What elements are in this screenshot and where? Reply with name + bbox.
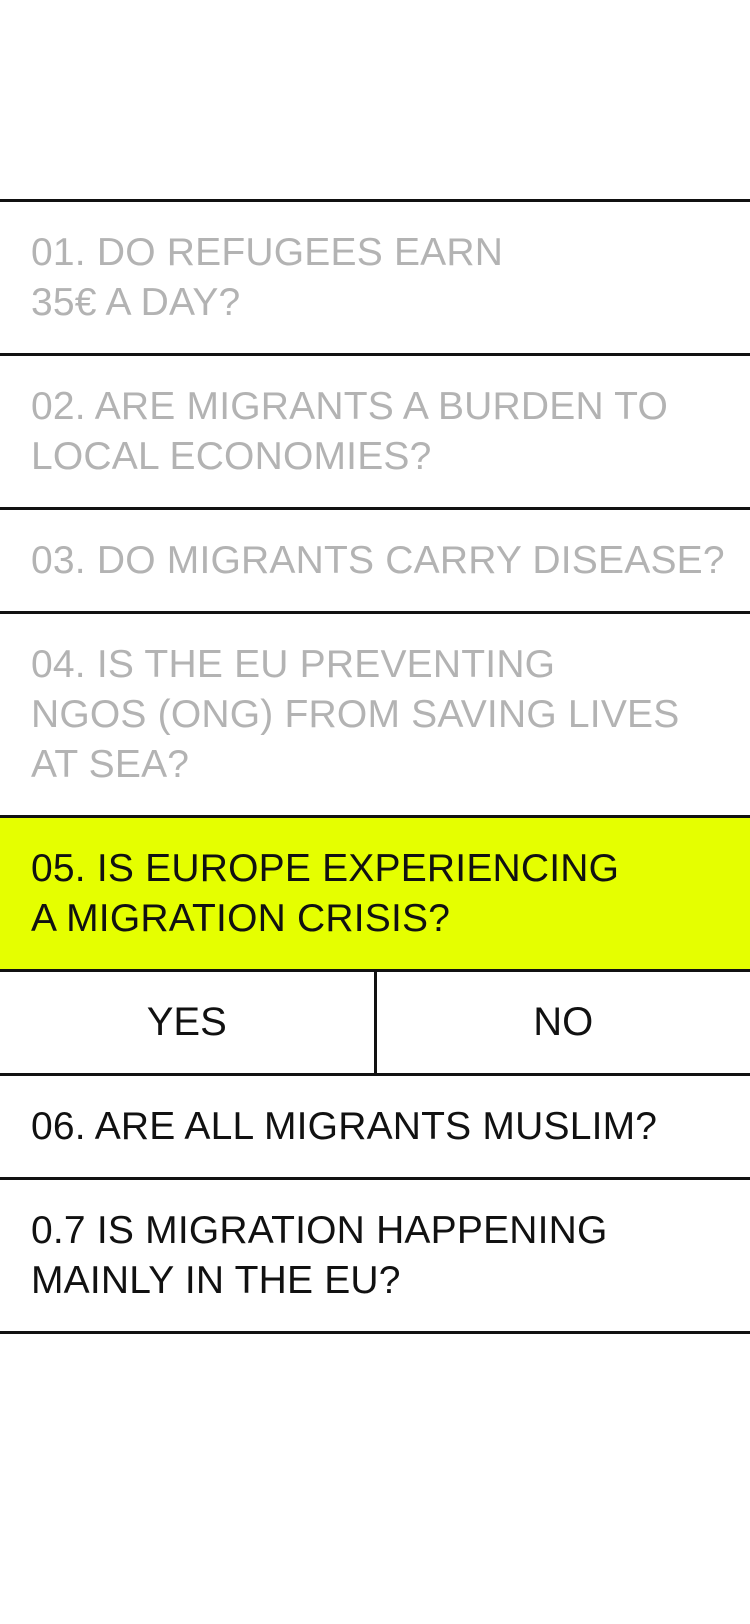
question-05-line-1: 05. IS EUROPE EXPERIENCING: [31, 847, 620, 890]
question-04-line-1: 04. IS THE EU PREVENTING: [31, 643, 556, 686]
question-list: 01. DO REFUGEES EARN 35€ A DAY? 02. ARE …: [0, 199, 750, 1334]
question-05-line-2: A MIGRATION CRISIS?: [31, 897, 451, 940]
question-04-line-2: NGOS (ONG) FROM SAVING LIVES: [31, 693, 680, 736]
question-04-line-3: AT SEA?: [31, 743, 190, 786]
question-item-04[interactable]: 04. IS THE EU PREVENTING NGOS (ONG) FROM…: [0, 614, 750, 818]
question-item-07[interactable]: 0.7 IS MIGRATION HAPPENING MAINLY IN THE…: [0, 1180, 750, 1334]
question-item-05-active[interactable]: 05. IS EUROPE EXPERIENCING A MIGRATION C…: [0, 818, 750, 972]
question-item-01[interactable]: 01. DO REFUGEES EARN 35€ A DAY?: [0, 202, 750, 356]
question-item-02[interactable]: 02. ARE MIGRANTS A BURDEN TO LOCAL ECONO…: [0, 356, 750, 510]
answer-options: YES NO: [0, 972, 750, 1076]
no-button[interactable]: NO: [533, 1000, 594, 1044]
question-01-line-1: 01. DO REFUGEES EARN: [31, 231, 504, 274]
question-06-line-1: 06. ARE ALL MIGRANTS MUSLIM?: [31, 1105, 658, 1148]
question-03-line-1: 03. DO MIGRANTS CARRY DISEASE?: [31, 539, 725, 582]
question-07-line-1: 0.7 IS MIGRATION HAPPENING: [31, 1209, 608, 1252]
question-item-03[interactable]: 03. DO MIGRANTS CARRY DISEASE?: [0, 510, 750, 614]
question-01-line-2: 35€ A DAY?: [31, 281, 241, 324]
question-07-line-2: MAINLY IN THE EU?: [31, 1259, 401, 1302]
question-item-06[interactable]: 06. ARE ALL MIGRANTS MUSLIM?: [0, 1076, 750, 1180]
question-02-line-1: 02. ARE MIGRANTS A BURDEN TO: [31, 385, 669, 428]
yes-button[interactable]: YES: [0, 972, 377, 1073]
question-02-line-2: LOCAL ECONOMIES?: [31, 435, 432, 478]
